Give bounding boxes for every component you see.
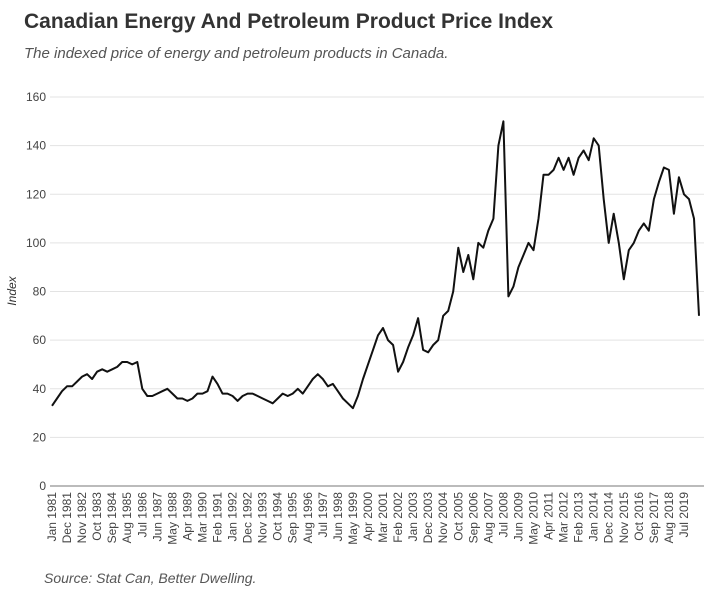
x-tick-label: Jan 1992 (226, 492, 240, 542)
x-tick-label: Aug 1996 (301, 492, 315, 544)
y-tick-label: 20 (33, 430, 47, 444)
y-tick-label: 40 (33, 382, 47, 396)
line-series (51, 120, 700, 410)
x-tick-label: Jun 1998 (331, 492, 345, 542)
x-tick-label: Nov 1993 (256, 492, 270, 544)
x-tick-label: Mar 2001 (376, 492, 390, 543)
x-tick-label: Nov 2004 (436, 492, 450, 544)
x-tick-label: Apr 1989 (180, 492, 194, 541)
x-tick-label: Aug 1985 (120, 492, 134, 544)
y-tick-label: 160 (26, 90, 46, 104)
x-tick-label: Feb 1991 (211, 492, 225, 543)
x-tick-label: Jul 1997 (316, 492, 330, 538)
x-tick-label: Jul 1986 (135, 492, 149, 538)
x-tick-label: Jun 1987 (150, 492, 164, 542)
x-tick-label: Jan 2003 (406, 492, 420, 542)
chart-subtitle: The indexed price of energy and petroleu… (24, 45, 448, 62)
x-tick-label: Sep 1995 (286, 492, 300, 544)
x-tick-label: Dec 1992 (241, 492, 255, 544)
y-tick-label: 80 (33, 285, 47, 299)
y-tick-label: 0 (39, 479, 46, 493)
x-tick-label: Oct 2005 (451, 492, 465, 541)
x-tick-label: Dec 2003 (421, 492, 435, 544)
x-tick-label: Oct 2016 (632, 492, 646, 541)
x-tick-label: Sep 2017 (647, 492, 661, 544)
x-tick-label: Mar 1990 (195, 492, 209, 543)
x-tick-label: Jan 1981 (45, 492, 59, 542)
x-tick-label: Aug 2018 (662, 492, 676, 544)
x-tick-label: Jan 2014 (587, 492, 601, 542)
x-tick-label: Jul 2019 (677, 492, 691, 538)
y-tick-label: 100 (26, 236, 46, 250)
x-tick-label: Apr 2011 (542, 492, 556, 540)
x-tick-label: Feb 2002 (391, 492, 405, 543)
x-tick-label: Dec 1981 (60, 492, 74, 544)
x-tick-label: May 1999 (346, 492, 360, 545)
y-tick-label: 120 (26, 187, 46, 201)
y-axis-label: Index (5, 275, 19, 305)
x-tick-label: Jul 2008 (496, 492, 510, 538)
x-tick-label: Nov 2015 (617, 492, 631, 544)
x-tick-label: May 2010 (526, 492, 540, 545)
chart-title: Canadian Energy And Petroleum Product Pr… (24, 10, 553, 33)
x-tick-label: Sep 1984 (105, 492, 119, 544)
x-tick-label: Aug 2007 (481, 492, 495, 544)
x-tick-label: May 1988 (165, 492, 179, 545)
x-tick-label: Mar 2012 (557, 492, 571, 543)
x-tick-label: Oct 1983 (90, 492, 104, 541)
x-tick-label: Oct 1994 (271, 492, 285, 541)
x-tick-label: Dec 2014 (602, 492, 616, 544)
x-tick-label: Nov 1982 (75, 492, 89, 544)
x-tick-label: Apr 2000 (361, 492, 375, 541)
x-tick-label: Sep 2006 (466, 492, 480, 544)
x-tick-label: Feb 2013 (572, 492, 586, 543)
y-tick-label: 60 (33, 333, 47, 347)
y-tick-label: 140 (26, 139, 46, 153)
x-tick-label: Jun 2009 (511, 492, 525, 542)
source-note: Source: Stat Can, Better Dwelling. (44, 570, 256, 586)
